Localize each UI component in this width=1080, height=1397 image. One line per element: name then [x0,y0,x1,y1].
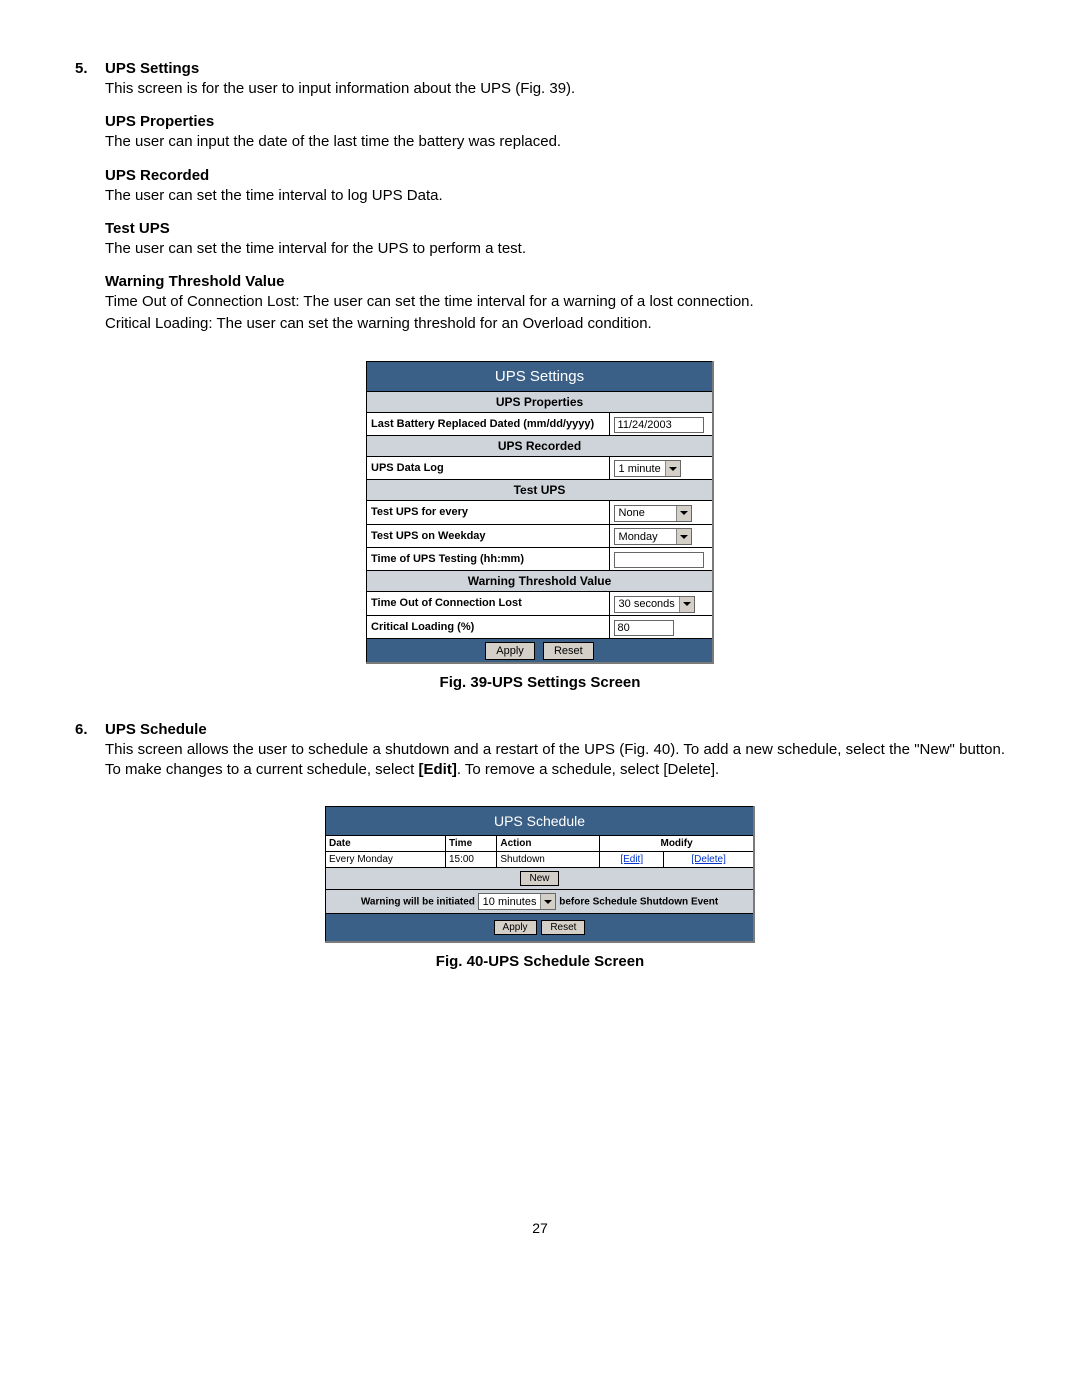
fig40-button-bar: Apply Reset [326,914,755,943]
section-5-number: 5. [75,60,105,77]
delete-link[interactable]: [Delete] [691,854,725,865]
ups-properties-heading: UPS Properties [105,113,1005,130]
chevron-down-icon [665,461,680,476]
apply-button[interactable]: Apply [485,642,535,660]
col-time: Time [445,836,496,852]
test-ups-text: The user can set the time interval for t… [105,239,1005,259]
figure-39: UPS Settings UPS Properties Last Battery… [75,361,1005,691]
warning-threshold-text2: Critical Loading: The user can set the w… [105,314,1005,334]
fig39-button-bar: Apply Reset [367,638,714,663]
ups-properties-text: The user can input the date of the last … [105,132,1005,152]
col-date: Date [326,836,446,852]
new-row: New [326,868,755,890]
row-time: 15:00 [445,852,496,868]
ups-schedule-title: UPS Schedule [326,807,755,836]
test-time-label: Time of UPS Testing (hh:mm) [367,548,610,571]
ups-settings-title: UPS Settings [367,361,714,391]
critical-loading-label: Critical Loading (%) [367,615,610,638]
warning-threshold-heading: Warning Threshold Value [105,273,1005,290]
section-6-number: 6. [75,721,105,738]
ups-recorded-text: The user can set the time interval to lo… [105,186,1005,206]
test-every-label: Test UPS for every [367,501,610,525]
ups-recorded-section: UPS Recorded [367,435,714,456]
warn-interval-value: 10 minutes [479,896,541,908]
apply-button[interactable]: Apply [494,920,537,935]
test-time-input[interactable] [614,552,704,568]
col-action: Action [497,836,600,852]
warn-interval-select[interactable]: 10 minutes [478,893,557,910]
warning-threshold-section: Warning Threshold Value [367,571,714,592]
new-button[interactable]: New [520,871,558,886]
chevron-down-icon [676,529,691,544]
table-row: Every Monday 15:00 Shutdown [Edit] [Dele… [326,852,755,868]
figure-40: UPS Schedule Date Time Action Modify Eve… [75,806,1005,970]
reset-button[interactable]: Reset [543,642,594,660]
battery-date-input[interactable] [614,417,704,433]
warn-pre: Warning will be initiated [361,897,478,908]
edit-link[interactable]: [Edit] [620,854,643,865]
battery-date-label: Last Battery Replaced Dated (mm/dd/yyyy) [367,412,610,435]
section-6-intro-bold: [Edit] [419,761,457,778]
test-weekday-value: Monday [615,531,676,543]
ups-schedule-table: UPS Schedule Date Time Action Modify Eve… [325,806,755,943]
timeout-value: 30 seconds [615,598,679,610]
section-5-intro: This screen is for the user to input inf… [105,79,1005,99]
col-modify: Modify [600,836,754,852]
data-log-value: 1 minute [615,463,665,475]
test-weekday-select[interactable]: Monday [614,528,692,545]
test-weekday-label: Test UPS on Weekday [367,524,610,548]
timeout-select[interactable]: 30 seconds [614,596,695,613]
page-number: 27 [75,1220,1005,1236]
reset-button[interactable]: Reset [541,920,585,935]
section-6-title: UPS Schedule [105,721,207,738]
section-6: 6. UPS Schedule This screen allows the u… [75,721,1005,781]
critical-loading-input[interactable] [614,620,674,636]
figure-40-caption: Fig. 40-UPS Schedule Screen [75,953,1005,970]
ups-properties-section: UPS Properties [367,391,714,412]
test-ups-section: Test UPS [367,480,714,501]
ups-recorded-heading: UPS Recorded [105,167,1005,184]
data-log-select[interactable]: 1 minute [614,460,681,477]
timeout-label: Time Out of Connection Lost [367,592,610,616]
test-ups-heading: Test UPS [105,220,1005,237]
figure-39-caption: Fig. 39-UPS Settings Screen [75,674,1005,691]
test-every-select[interactable]: None [614,505,692,522]
warning-row: Warning will be initiated 10 minutes bef… [326,890,755,914]
chevron-down-icon [540,894,555,909]
chevron-down-icon [679,597,694,612]
section-5: 5. UPS Settings This screen is for the u… [75,60,1005,335]
warn-post: before Schedule Shutdown Event [559,897,718,908]
row-date: Every Monday [326,852,446,868]
test-every-value: None [615,507,676,519]
section-6-intro-p2: . To remove a schedule, select [Delete]. [457,761,719,778]
row-action: Shutdown [497,852,600,868]
ups-settings-table: UPS Settings UPS Properties Last Battery… [366,361,714,664]
chevron-down-icon [676,506,691,521]
data-log-label: UPS Data Log [367,456,610,480]
warning-threshold-text1: Time Out of Connection Lost: The user ca… [105,292,1005,312]
section-6-intro: This screen allows the user to schedule … [105,740,1005,781]
section-5-title: UPS Settings [105,60,199,77]
